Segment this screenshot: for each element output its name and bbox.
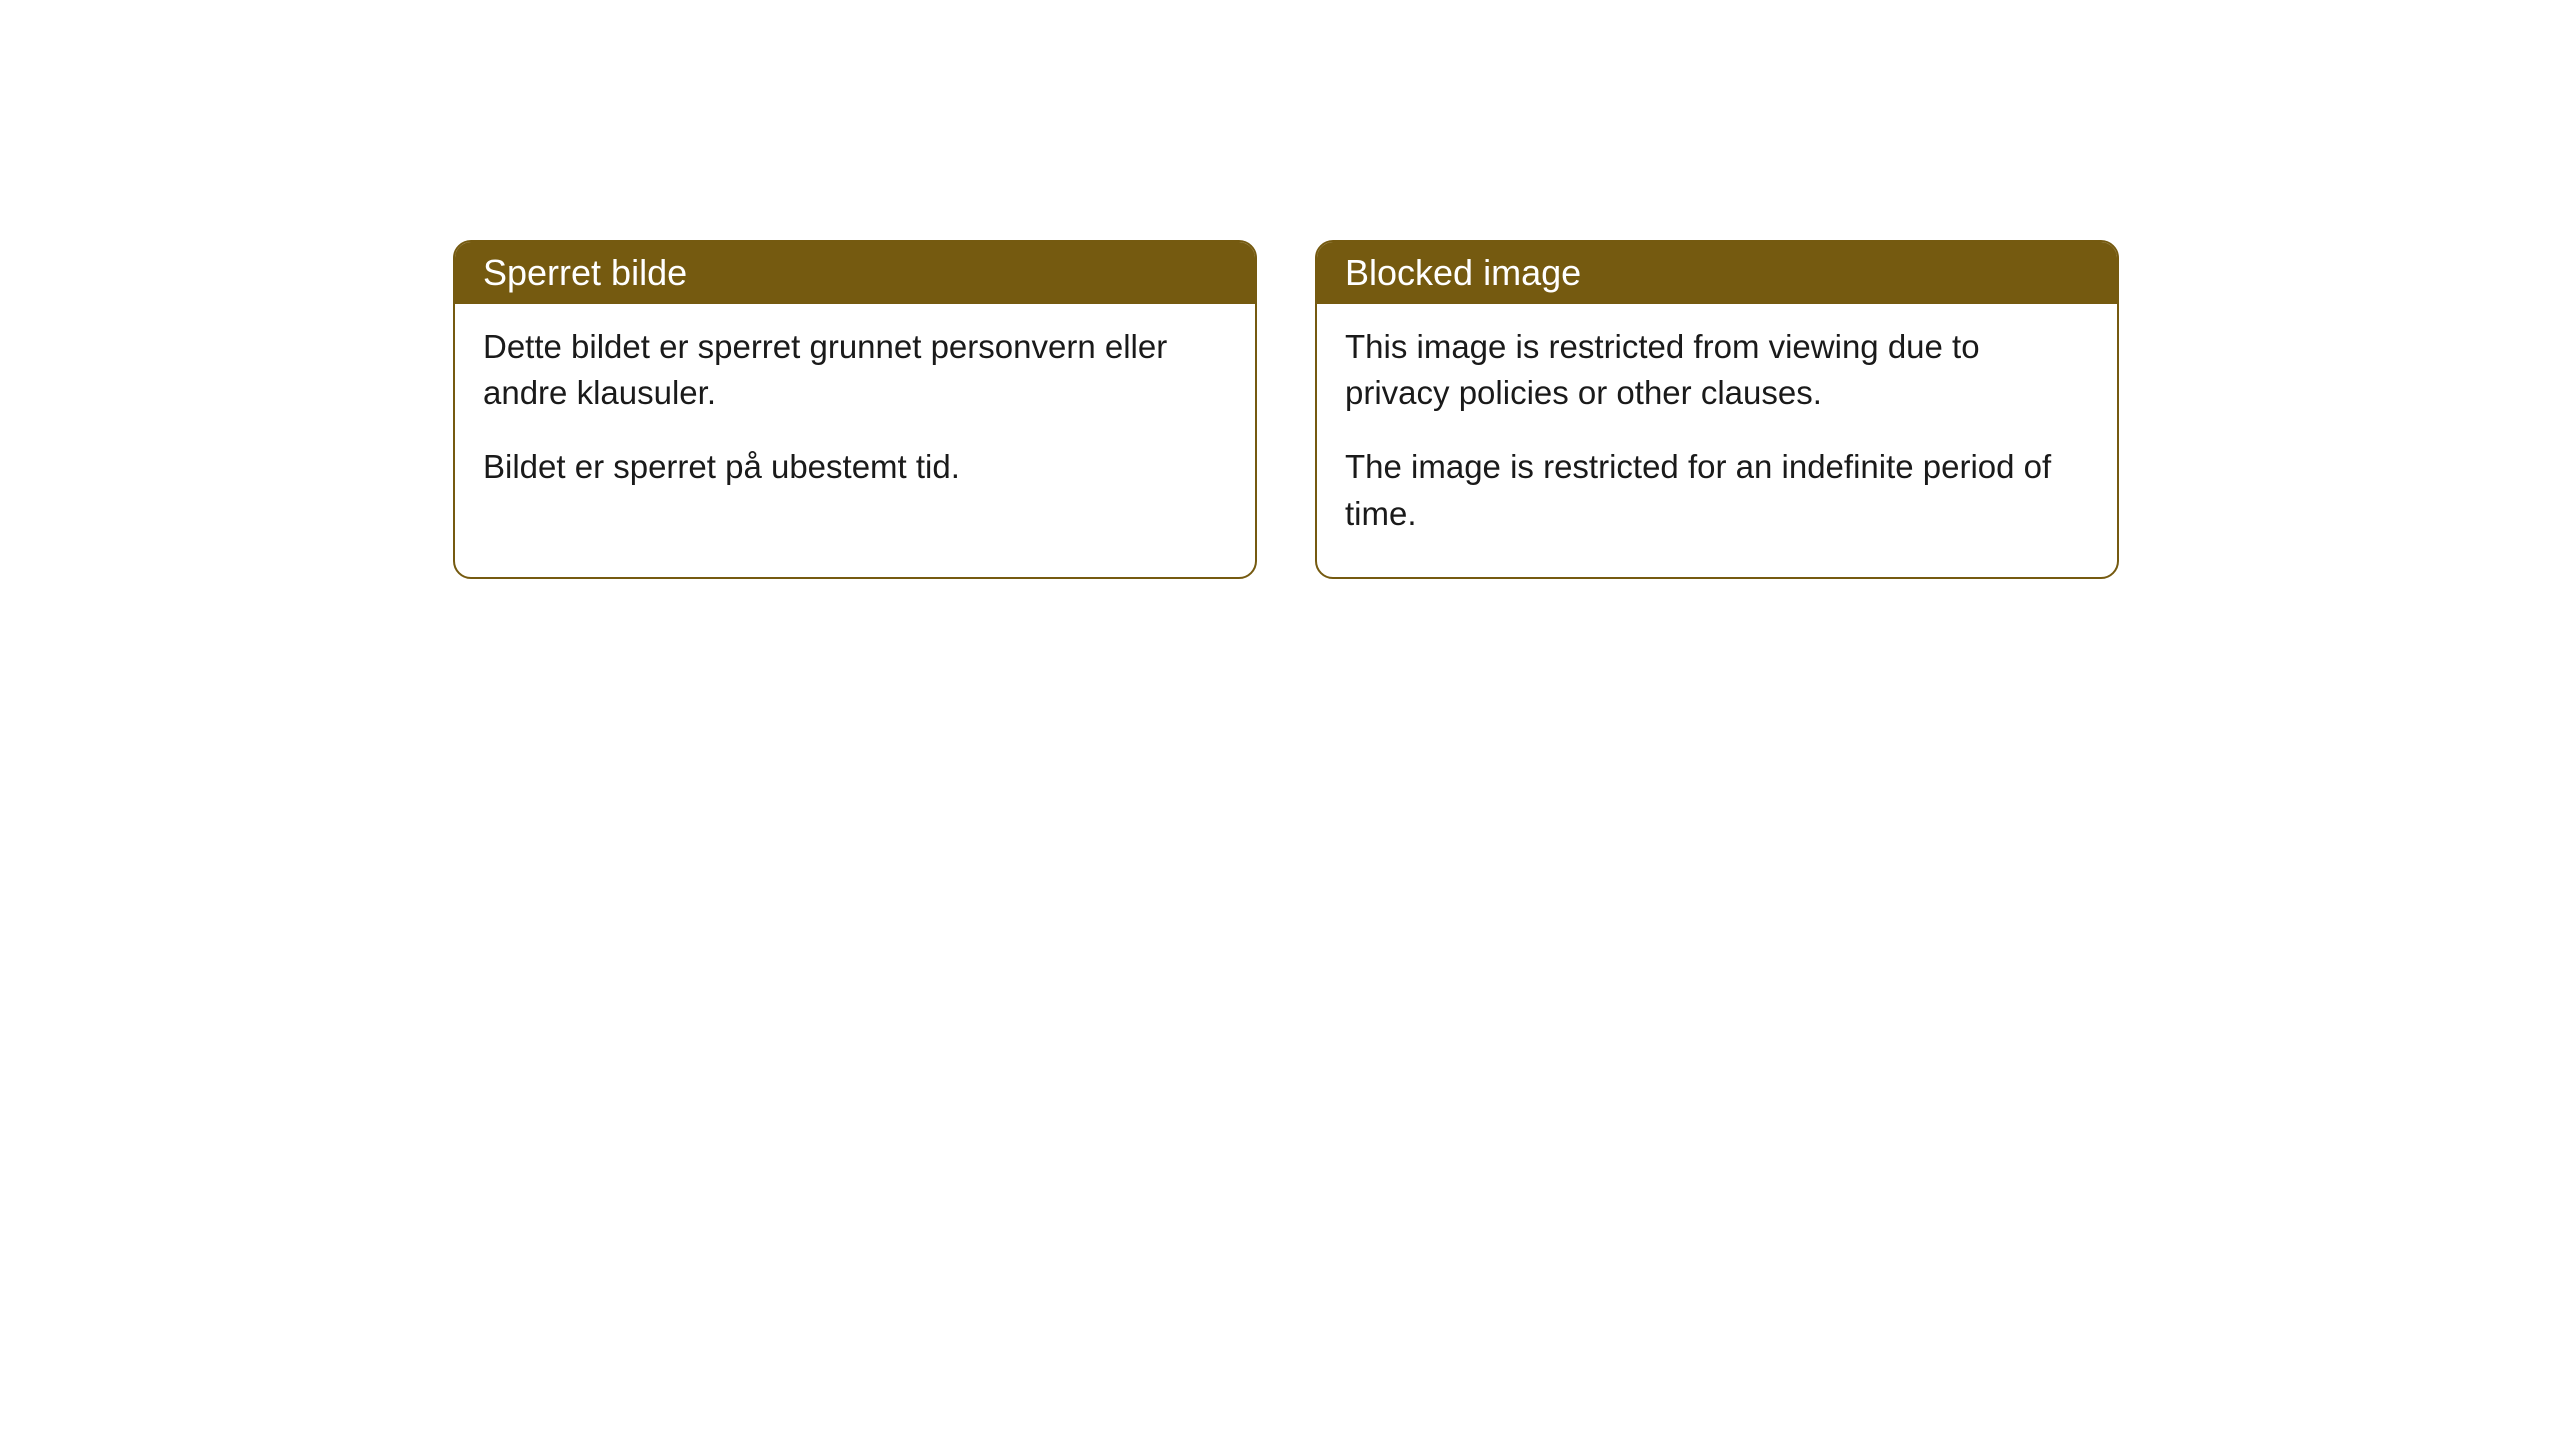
card-title-english: Blocked image: [1345, 252, 1581, 293]
card-paragraph-1-english: This image is restricted from viewing du…: [1345, 324, 2089, 416]
card-paragraph-2-english: The image is restricted for an indefinit…: [1345, 444, 2089, 536]
card-header-norwegian: Sperret bilde: [455, 242, 1255, 304]
card-paragraph-2-norwegian: Bildet er sperret på ubestemt tid.: [483, 444, 1227, 490]
cards-container: Sperret bilde Dette bildet er sperret gr…: [0, 0, 2560, 579]
blocked-image-card-english: Blocked image This image is restricted f…: [1315, 240, 2119, 579]
card-header-english: Blocked image: [1317, 242, 2117, 304]
blocked-image-card-norwegian: Sperret bilde Dette bildet er sperret gr…: [453, 240, 1257, 579]
card-body-english: This image is restricted from viewing du…: [1317, 304, 2117, 577]
card-title-norwegian: Sperret bilde: [483, 252, 687, 293]
card-body-norwegian: Dette bildet er sperret grunnet personve…: [455, 304, 1255, 531]
card-paragraph-1-norwegian: Dette bildet er sperret grunnet personve…: [483, 324, 1227, 416]
